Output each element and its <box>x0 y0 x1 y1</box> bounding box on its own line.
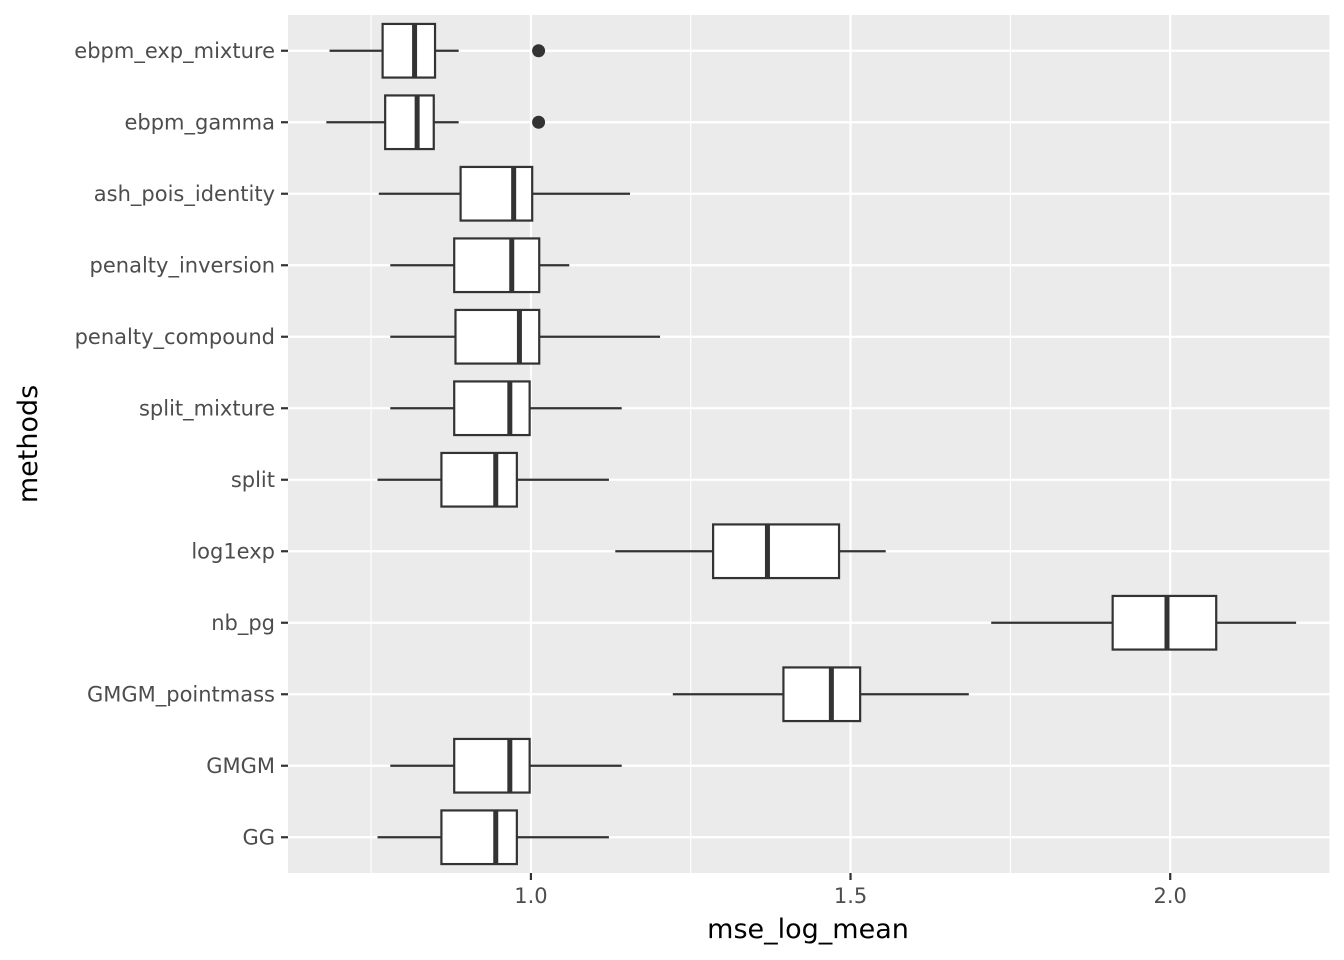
y-tick-label: nb_pg <box>211 611 275 636</box>
box-iqr <box>454 308 541 365</box>
y-tick-label: penalty_inversion <box>90 253 275 278</box>
box-ash_pois_identity <box>378 165 631 222</box>
box-iqr <box>440 809 518 866</box>
y-tick-label: ebpm_gamma <box>124 110 275 135</box>
x-tick-label: 1.0 <box>514 884 547 908</box>
x-axis-title: mse_log_mean <box>707 914 909 945</box>
box-iqr <box>453 737 531 794</box>
box-penalty_inversion <box>390 237 570 294</box>
box-iqr <box>453 380 531 437</box>
box-iqr <box>782 666 862 723</box>
y-tick-label: GG <box>242 825 275 849</box>
y-axis-title: methods <box>13 385 44 503</box>
x-tick-label: 2.0 <box>1153 884 1186 908</box>
panel-background <box>288 15 1330 873</box>
box-iqr <box>381 22 437 79</box>
box-GG <box>377 809 609 866</box>
box-iqr <box>1111 594 1218 651</box>
box-iqr <box>712 523 841 580</box>
box-iqr <box>459 165 534 222</box>
box-split_mixture <box>390 380 622 437</box>
y-tick-label: ebpm_exp_mixture <box>74 39 275 64</box>
box-ebpm_exp_mixture <box>329 22 546 79</box>
box-nb_pg <box>991 594 1297 651</box>
box-log1exp <box>615 523 886 580</box>
box-iqr <box>453 237 541 294</box>
box-GMGM <box>390 737 622 794</box>
box-iqr <box>384 94 435 151</box>
y-tick-label: split_mixture <box>139 396 275 421</box>
box-ebpm_gamma <box>326 94 546 151</box>
box-penalty_compound <box>390 308 661 365</box>
y-tick-label: GMGM_pointmass <box>87 682 275 707</box>
boxes-layer <box>326 22 1297 866</box>
box-split <box>377 451 609 508</box>
y-tick-label: log1exp <box>191 539 275 563</box>
y-tick-label: split <box>231 468 275 492</box>
y-axis: ebpm_exp_mixture ebpm_gamma ash_pois_ident… <box>74 39 288 849</box>
y-tick-label: ash_pois_identity <box>94 182 275 207</box>
x-axis: 1.0 1.5 2.0 <box>514 873 1187 908</box>
box-iqr <box>440 451 518 508</box>
outlier-point <box>532 115 546 129</box>
x-tick-label: 1.5 <box>834 884 867 908</box>
y-tick-label: penalty_compound <box>75 325 275 350</box>
y-tick-label: GMGM <box>206 754 275 778</box>
outlier-point <box>532 44 546 58</box>
box-GMGM_pointmass <box>672 666 969 723</box>
